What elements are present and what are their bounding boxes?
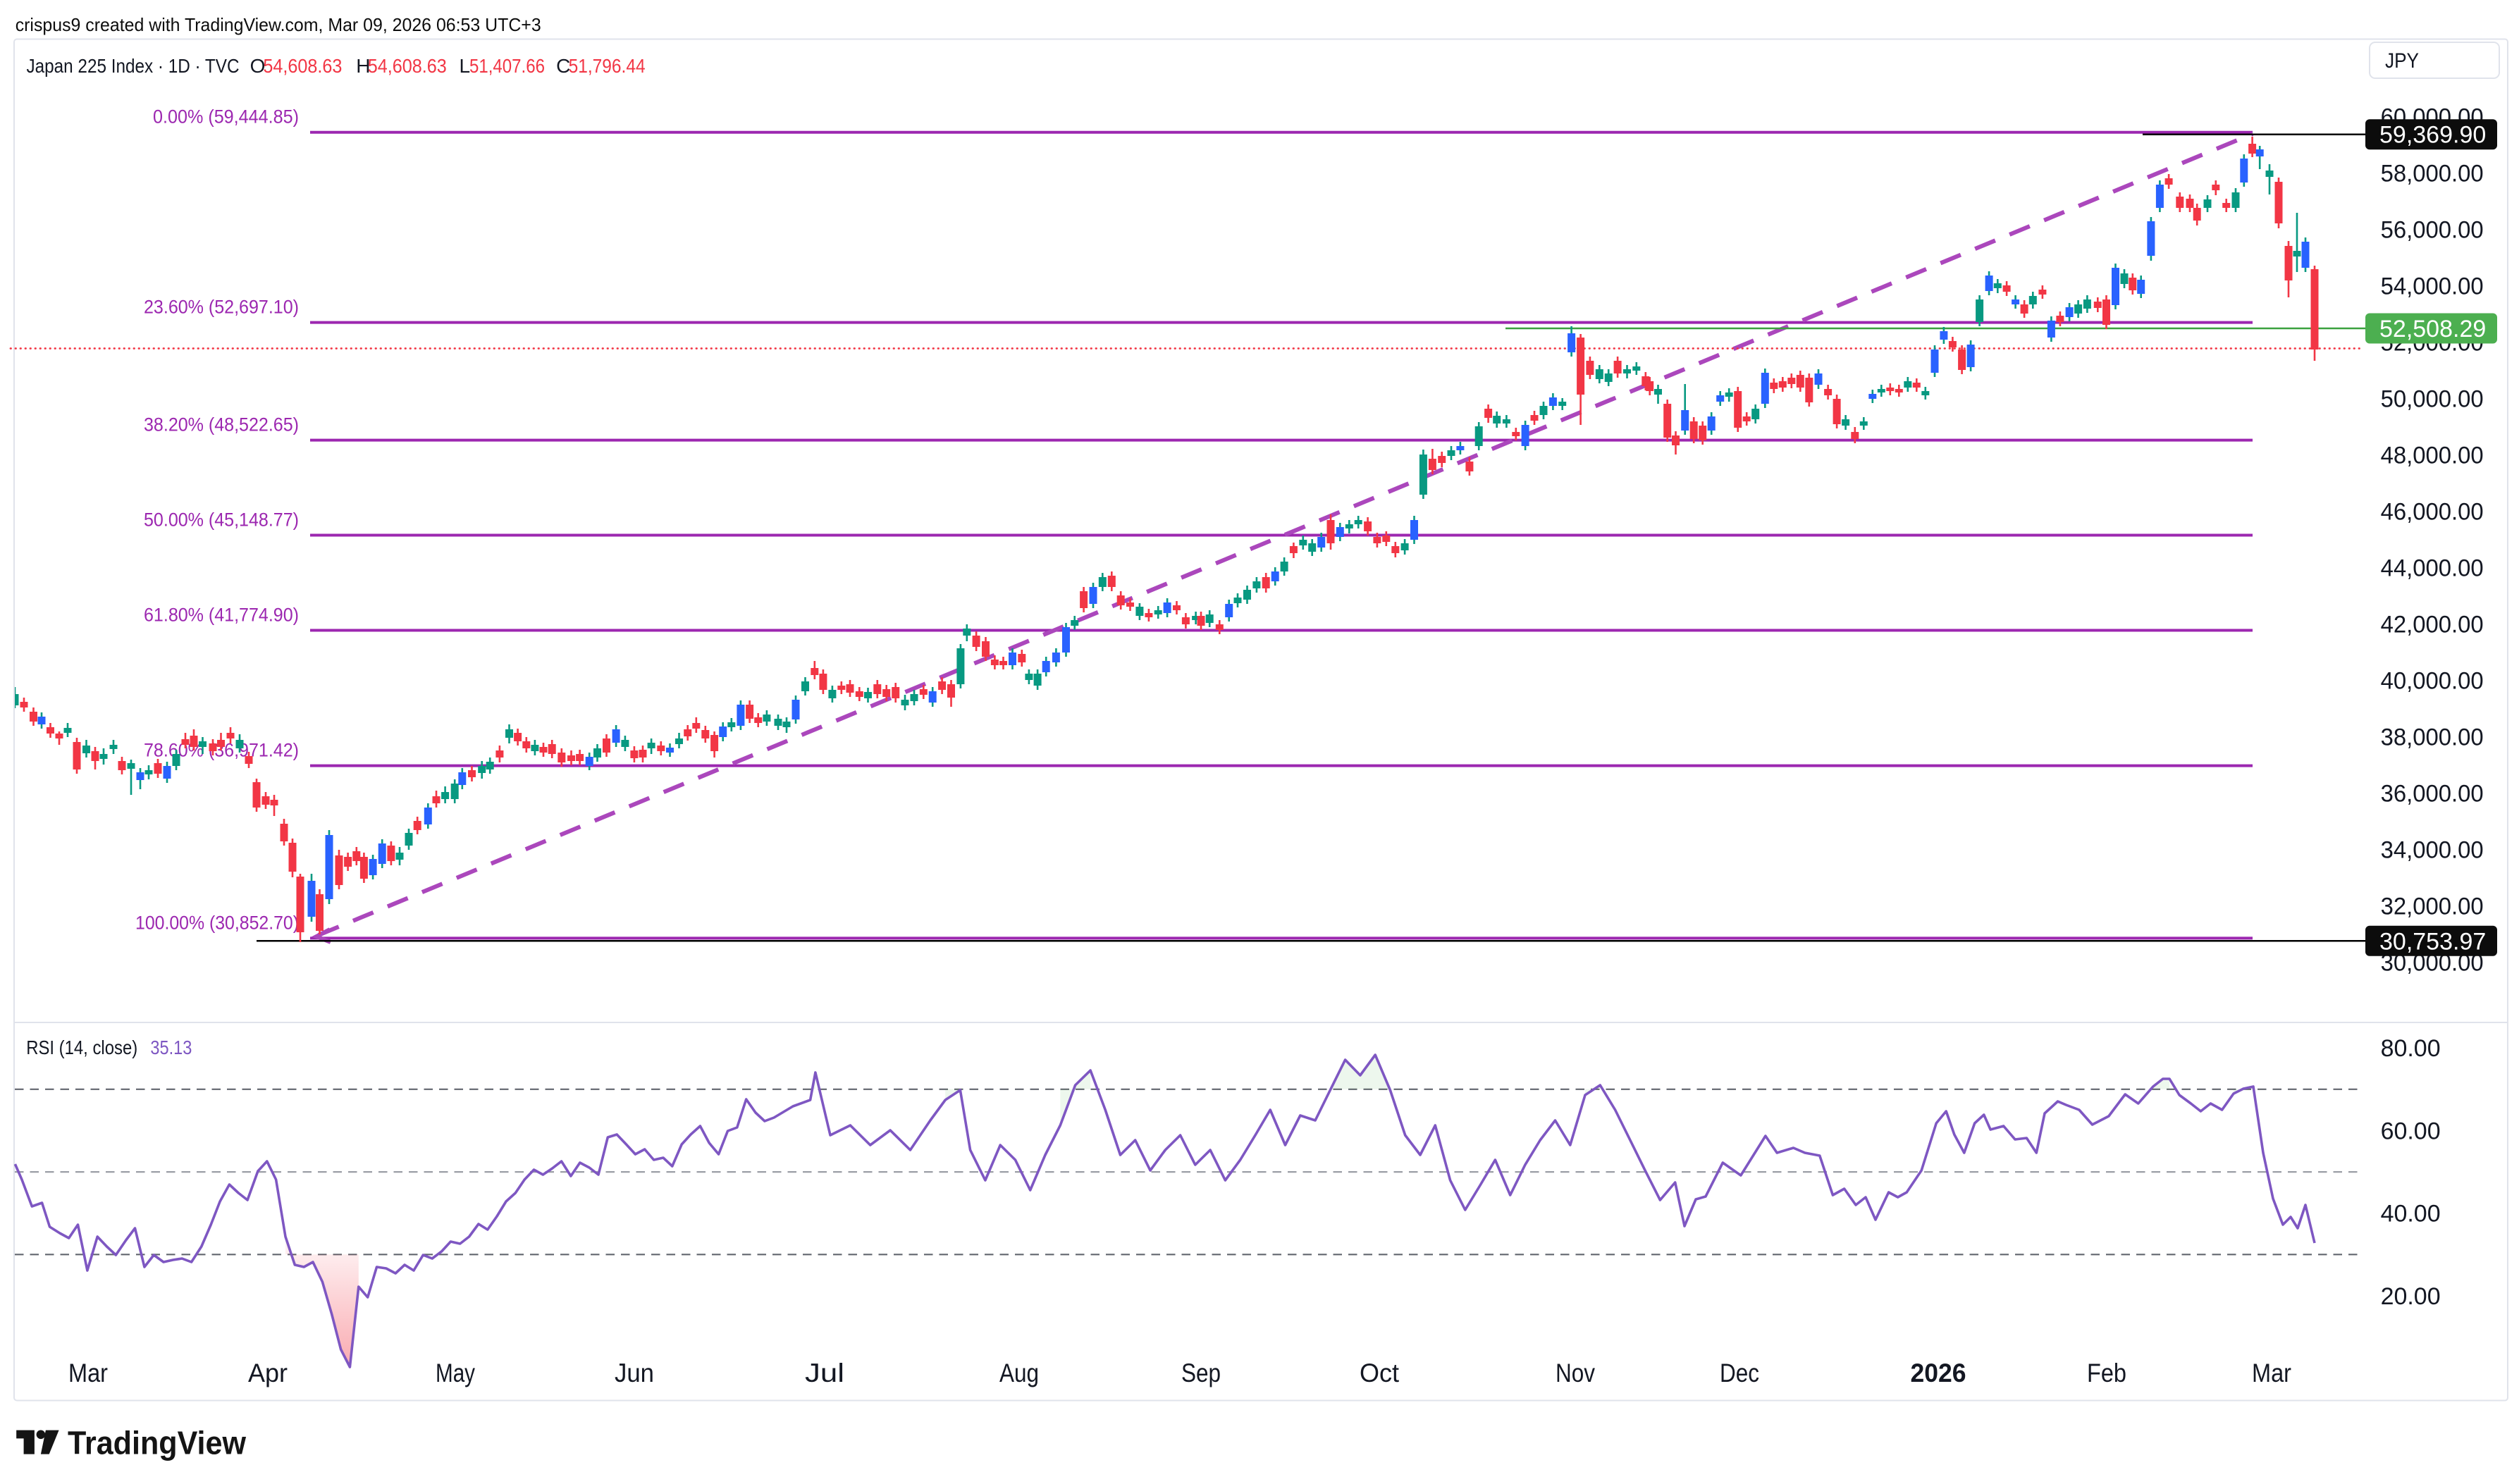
svg-text:32,000.00: 32,000.00 (2381, 894, 2484, 920)
svg-text:Oct: Oct (1360, 1359, 1400, 1387)
svg-text:56,000.00: 56,000.00 (2381, 217, 2484, 244)
svg-text:35.13: 35.13 (150, 1037, 192, 1058)
svg-text:0.00% (59,444.85): 0.00% (59,444.85) (153, 106, 299, 128)
svg-text:38,000.00: 38,000.00 (2381, 724, 2484, 751)
svg-text:80.00: 80.00 (2381, 1035, 2441, 1062)
svg-text:Feb: Feb (2087, 1359, 2126, 1387)
svg-text:54,608.63: 54,608.63 (368, 55, 447, 77)
svg-text:52,508.29: 52,508.29 (2379, 316, 2486, 342)
svg-text:51,407.66: 51,407.66 (469, 55, 545, 77)
svg-text:100.00% (30,852.70): 100.00% (30,852.70) (135, 912, 299, 933)
svg-text:Japan 225 Index · 1D · TVC: Japan 225 Index · 1D · TVC (27, 55, 240, 77)
svg-text:42,000.00: 42,000.00 (2381, 612, 2484, 638)
svg-text:54,000.00: 54,000.00 (2381, 273, 2484, 300)
svg-text:54,608.63: 54,608.63 (263, 55, 342, 77)
svg-text:36,000.00: 36,000.00 (2381, 781, 2484, 808)
svg-text:51,796.44: 51,796.44 (569, 55, 646, 77)
svg-text:2026: 2026 (1911, 1359, 1966, 1387)
svg-text:48,000.00: 48,000.00 (2381, 443, 2484, 469)
svg-text:59,369.90: 59,369.90 (2379, 122, 2486, 149)
svg-text:JPY: JPY (2385, 49, 2419, 73)
svg-text:crispus9 created with TradingV: crispus9 created with TradingView.com, M… (16, 14, 541, 35)
svg-text:34,000.00: 34,000.00 (2381, 837, 2484, 864)
svg-text:TradingView: TradingView (68, 1425, 246, 1461)
svg-text:Sep: Sep (1181, 1359, 1221, 1387)
svg-text:40,000.00: 40,000.00 (2381, 668, 2484, 695)
svg-text:Mar: Mar (68, 1359, 108, 1387)
svg-text:RSI (14, close): RSI (14, close) (26, 1037, 137, 1058)
svg-text:Dec: Dec (1720, 1359, 1759, 1387)
svg-text:23.60% (52,697.10): 23.60% (52,697.10) (144, 297, 299, 318)
svg-text:Mar: Mar (2252, 1359, 2291, 1387)
svg-text:L: L (460, 55, 471, 77)
svg-text:May: May (436, 1359, 475, 1387)
svg-text:H: H (356, 55, 370, 77)
svg-text:40.00: 40.00 (2381, 1201, 2441, 1228)
svg-text:50,000.00: 50,000.00 (2381, 386, 2484, 413)
svg-text:Aug: Aug (999, 1359, 1039, 1387)
svg-text:30,753.97: 30,753.97 (2379, 928, 2486, 955)
svg-text:58,000.00: 58,000.00 (2381, 161, 2484, 187)
svg-text:Nov: Nov (1556, 1359, 1595, 1387)
svg-text:46,000.00: 46,000.00 (2381, 499, 2484, 526)
svg-text:O: O (250, 55, 266, 77)
svg-text:44,000.00: 44,000.00 (2381, 555, 2484, 582)
svg-text:20.00: 20.00 (2381, 1283, 2441, 1310)
svg-text:50.00% (45,148.77): 50.00% (45,148.77) (144, 509, 299, 531)
svg-text:38.20% (48,522.65): 38.20% (48,522.65) (144, 414, 299, 435)
svg-text:Jun: Jun (615, 1359, 654, 1387)
svg-text:61.80% (41,774.90): 61.80% (41,774.90) (144, 605, 299, 626)
svg-text:60.00: 60.00 (2381, 1118, 2441, 1145)
svg-text:Apr: Apr (248, 1359, 288, 1387)
svg-text:C: C (556, 55, 570, 77)
svg-text:Jul: Jul (805, 1359, 844, 1387)
